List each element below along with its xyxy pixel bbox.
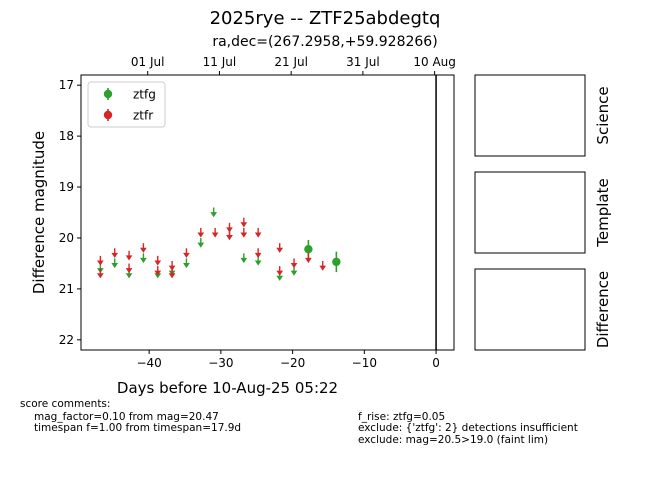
- ztfg-upper-limit-point: [240, 257, 248, 264]
- panel-label-difference: Difference: [594, 271, 612, 348]
- ztfr-upper-limit-point: [240, 222, 248, 228]
- ztfr-upper-limit-point: [125, 268, 133, 274]
- ztfg-upper-limit-point: [140, 257, 147, 264]
- x-axis-label: Days before 10-Aug-25 05:22: [117, 379, 338, 397]
- ztfr-upper-limit-point: [97, 273, 104, 279]
- ztfr-upper-limit-point: [254, 232, 262, 238]
- ztfg-upper-limit-point: [254, 260, 262, 266]
- x-tick-label: −10: [352, 356, 377, 370]
- ztfg-detection-point: [304, 244, 313, 254]
- y-tick-label: 17: [59, 78, 74, 92]
- plot-frame: [80, 74, 455, 351]
- legend-marker: [103, 89, 113, 99]
- y-axis-label: Difference magnitude: [30, 131, 48, 294]
- ztfr-upper-limit-point: [168, 273, 176, 279]
- ztfr-upper-limit-point: [254, 252, 262, 258]
- ztfr-upper-limit-point: [276, 247, 284, 253]
- ztfg-upper-limit-point: [125, 273, 133, 279]
- top-tick-label: 31 Jul: [346, 55, 380, 69]
- y-tick-label: 20: [59, 231, 74, 245]
- score-comment-right-3: exclude: mag=20.5>19.0 (faint lim): [358, 434, 549, 446]
- ztfg-upper-limit-point: [276, 275, 284, 281]
- top-tick-label: 01 Jul: [131, 55, 165, 69]
- ztfr-upper-limit-point: [290, 263, 298, 269]
- ztfr-upper-limit-point: [168, 265, 176, 271]
- ztfr-upper-limit-point: [240, 232, 248, 238]
- ztfr-upper-limit-point: [226, 227, 233, 233]
- ztfr-upper-limit-point: [226, 235, 233, 241]
- score-comment-right-1: f_rise: ztfg=0.05: [358, 411, 446, 423]
- ztfg-upper-limit-point: [183, 263, 190, 269]
- legend-label-ztfr: ztfr: [133, 109, 153, 123]
- ztfr-upper-limit-point: [97, 260, 104, 266]
- panel-label-science: Science: [594, 86, 612, 144]
- ztfr-upper-limit-point: [197, 232, 205, 238]
- x-tick-label: −30: [208, 356, 233, 370]
- ztfg-upper-limit-point: [290, 270, 298, 276]
- ztfr-upper-limit-point: [125, 255, 133, 261]
- panel-science: [474, 74, 586, 157]
- score-comment-left-1: mag_factor=0.10 from mag=20.47: [34, 411, 219, 423]
- top-tick-label: 21 Jul: [274, 55, 308, 69]
- panel-template: [474, 171, 586, 254]
- ztfg-upper-limit-point: [111, 263, 119, 269]
- ztfr-upper-limit-point: [211, 232, 219, 238]
- ztfr-upper-limit-point: [111, 252, 119, 258]
- panel-difference: [474, 268, 586, 351]
- y-tick-label: 21: [59, 282, 74, 296]
- ztfr-upper-limit-point: [276, 270, 284, 276]
- score-comment-left-2: timespan f=1.00 from timespan=17.9d: [34, 422, 242, 434]
- x-tick-label: 0: [432, 356, 440, 370]
- ztfr-upper-limit-point: [154, 270, 162, 276]
- panel-label-template: Template: [594, 178, 612, 247]
- chart-subtitle: ra,dec=(267.2958,+59.928266): [212, 34, 438, 50]
- y-tick-label: 19: [59, 180, 74, 194]
- ztfr-upper-limit-point: [305, 257, 312, 264]
- ztfg-detection-point: [332, 257, 341, 267]
- ztfr-upper-limit-point: [154, 260, 162, 266]
- y-tick-label: 18: [59, 129, 74, 143]
- score-comment-right-2: exclude: {'ztfg': 2} detections insuffic…: [358, 422, 578, 434]
- top-tick-label: 10 Aug: [413, 55, 456, 69]
- legend-label-ztfg: ztfg: [133, 88, 156, 102]
- ztfr-upper-limit-point: [183, 252, 190, 258]
- chart-title: 2025rye -- ZTF25abdegtq: [209, 8, 441, 29]
- top-tick-label: 11 Jul: [203, 55, 237, 69]
- score-comments-header: score comments:: [20, 398, 111, 410]
- ztfg-upper-limit-point: [197, 242, 205, 248]
- x-tick-label: −40: [136, 356, 161, 370]
- y-tick-label: 22: [59, 333, 74, 347]
- ztfr-upper-limit-point: [319, 265, 327, 271]
- x-tick-label: −20: [280, 356, 305, 370]
- ztfr-upper-limit-point: [140, 247, 147, 253]
- ztfg-upper-limit-point: [210, 212, 218, 218]
- legend-marker: [103, 110, 113, 120]
